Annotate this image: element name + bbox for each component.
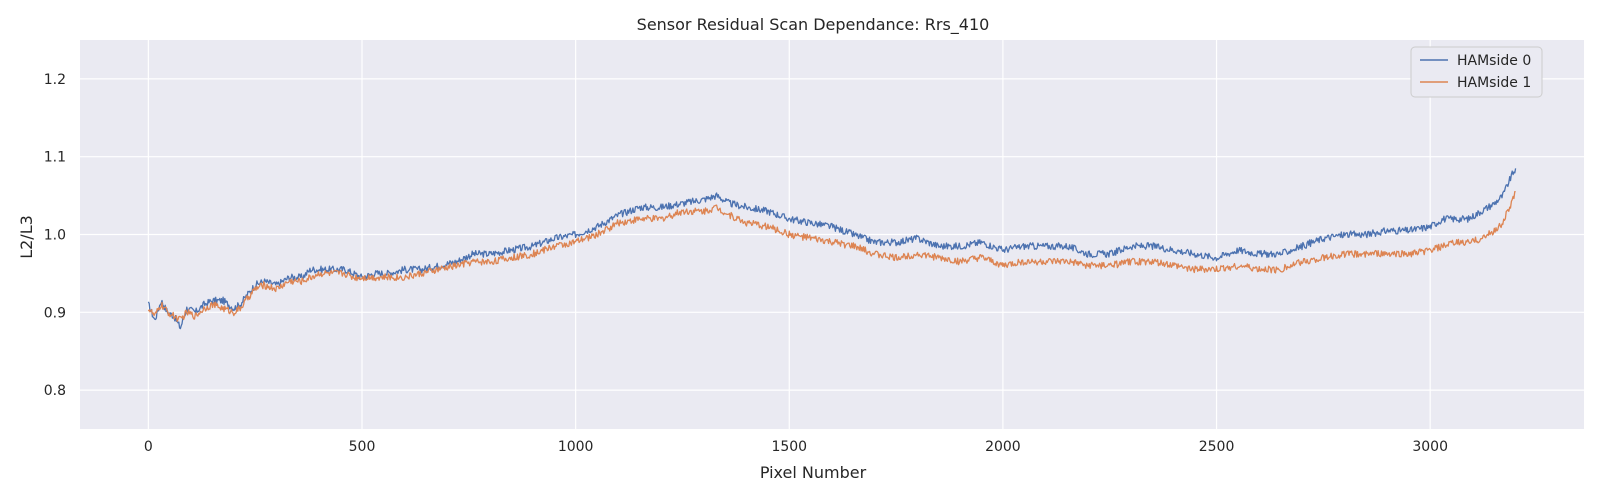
x-tick-label: 2000 [985, 439, 1021, 455]
y-tick-label: 1.0 [44, 228, 66, 244]
y-axis-label: L2/L3 [17, 215, 36, 259]
chart-title: Sensor Residual Scan Dependance: Rrs_410 [637, 15, 990, 35]
x-tick-label: 2500 [1199, 439, 1235, 455]
y-tick-label: 0.9 [44, 305, 66, 321]
x-tick-label: 1500 [771, 439, 807, 455]
series-group [147, 168, 1517, 330]
legend-label: HAMside 0 [1457, 53, 1531, 69]
series-line-2 [147, 190, 1516, 323]
y-axis-ticks: 0.8 0.9 1.0 1.1 1.2 [44, 72, 66, 399]
x-axis-ticks: 0 500 1000 1500 2000 2500 3000 [144, 439, 1448, 455]
x-tick-label: 1000 [558, 439, 594, 455]
x-axis-label: Pixel Number [760, 463, 867, 482]
legend: HAMside 0 HAMside 1 [1410, 46, 1543, 98]
y-tick-label: 1.2 [44, 72, 66, 88]
x-tick-label: 500 [349, 439, 376, 455]
x-tick-label: 3000 [1412, 439, 1448, 455]
y-tick-label: 0.8 [44, 383, 66, 399]
x-tick-label: 0 [144, 439, 153, 455]
y-tick-label: 1.1 [44, 150, 66, 166]
legend-label: HAMside 1 [1457, 75, 1531, 91]
